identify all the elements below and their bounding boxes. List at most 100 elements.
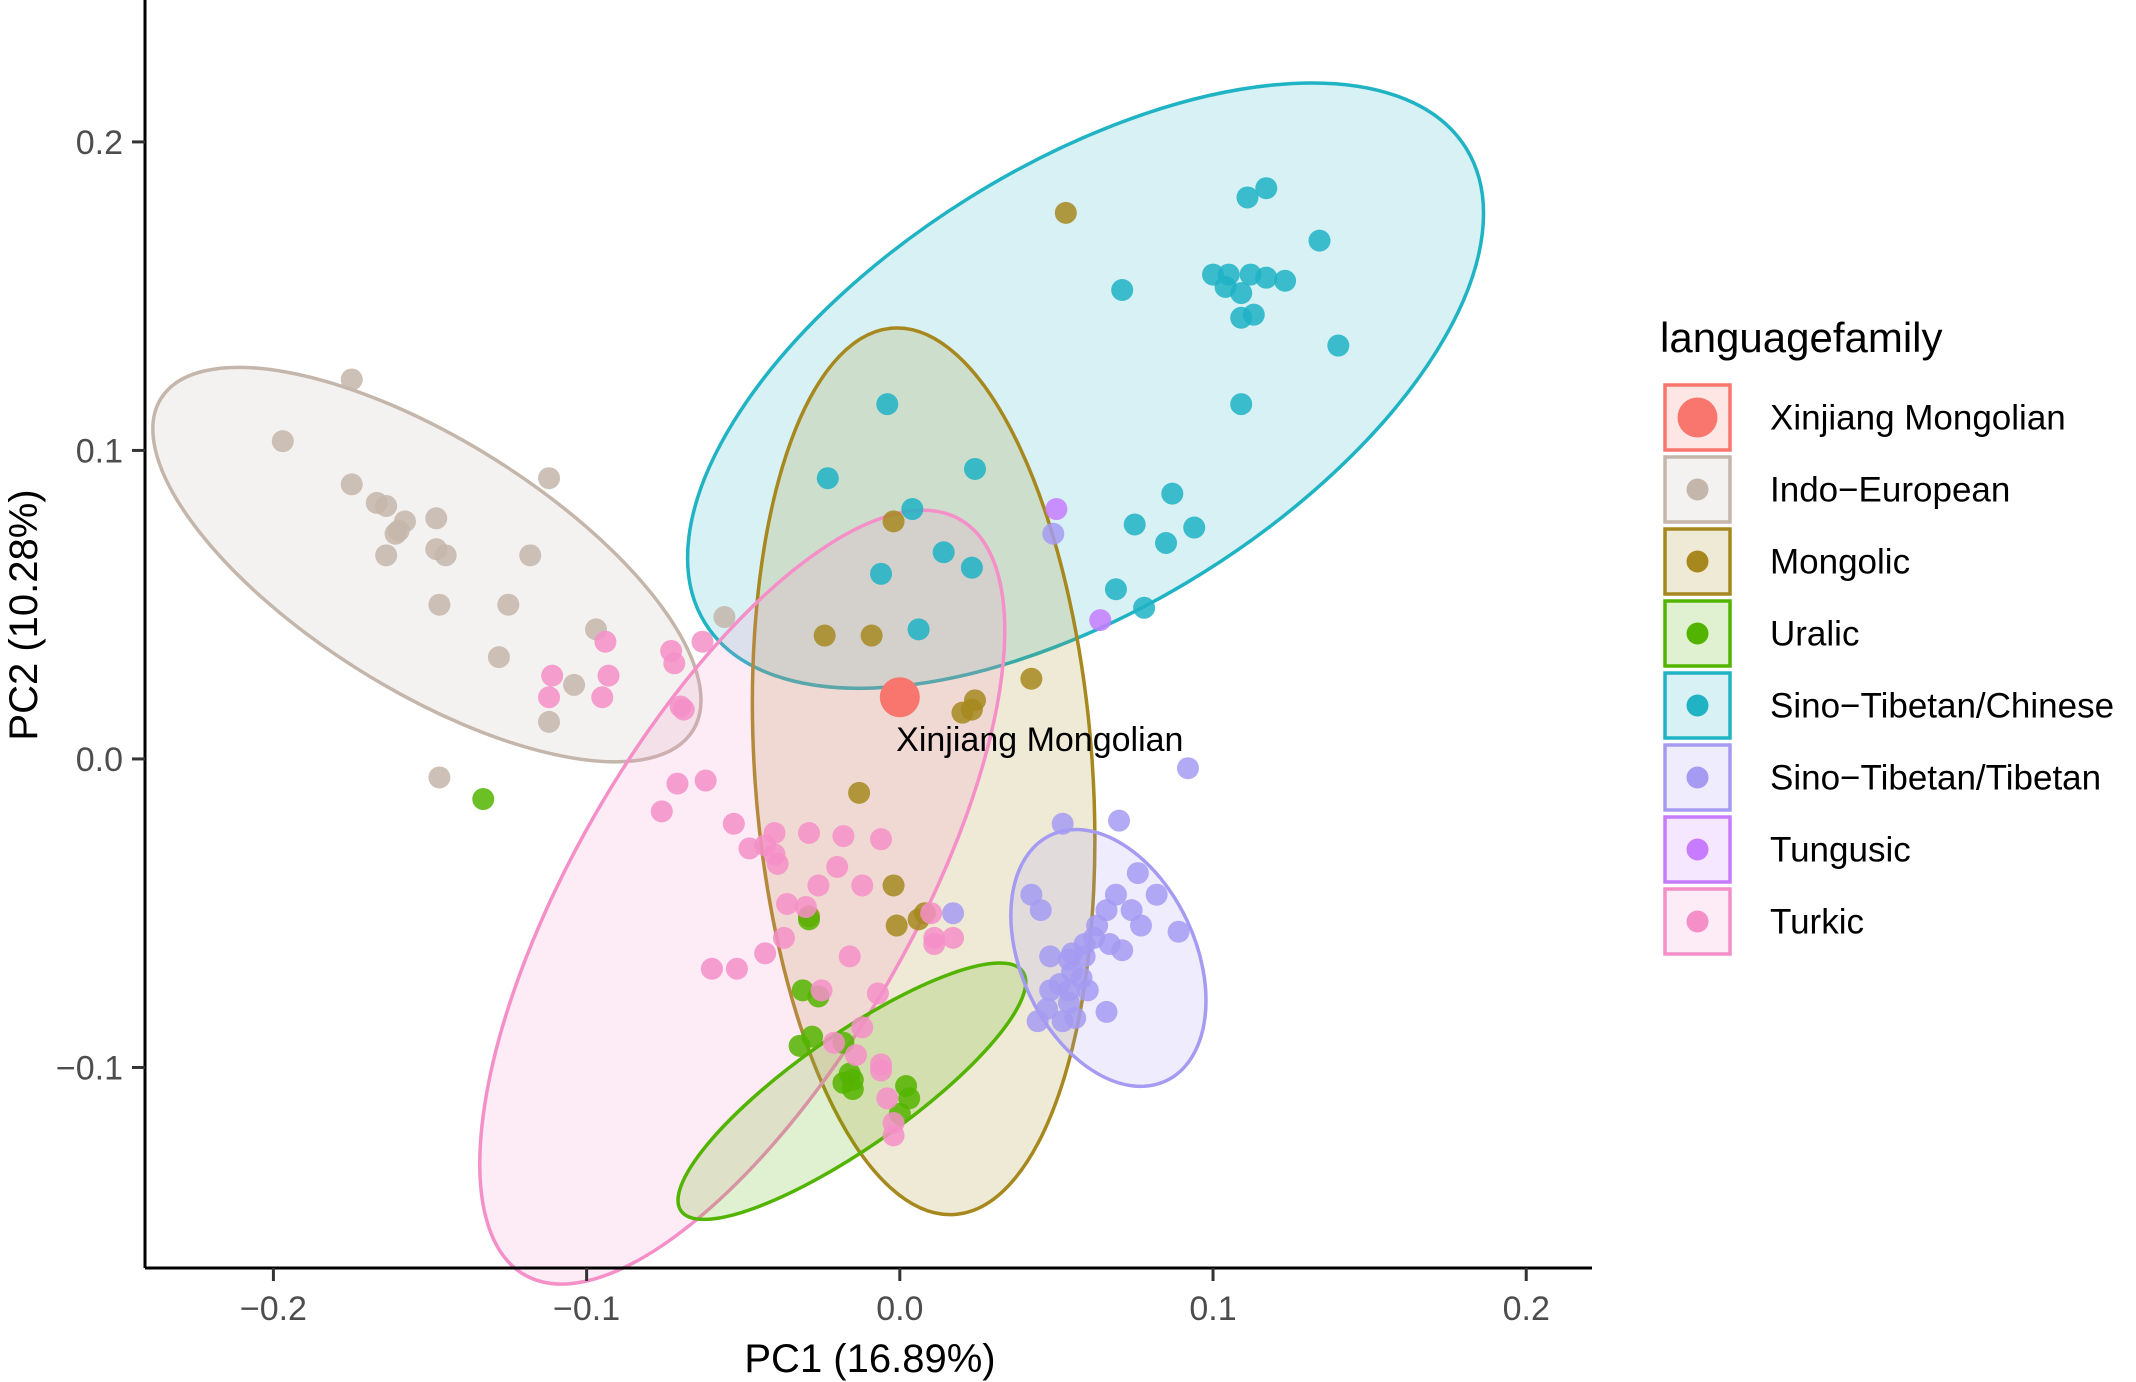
point-uralic	[472, 788, 495, 811]
legend-marker	[1686, 478, 1709, 501]
point-indo-european	[384, 522, 407, 545]
point-sino-tibetan-tibetan	[1176, 757, 1199, 780]
legend-entry-mongolic: Mongolic	[1663, 527, 1910, 596]
point-sino-tibetan-tibetan	[1042, 522, 1065, 545]
point-sino-tibetan-chinese	[870, 562, 893, 585]
point-indo-european	[425, 507, 448, 530]
point-turkic	[541, 664, 564, 687]
legend-entry-xinjiang-mongolian: Xinjiang Mongolian	[1663, 383, 2066, 452]
x-tick-label: 0.1	[1189, 1290, 1236, 1328]
point-sino-tibetan-tibetan	[1026, 1010, 1049, 1033]
point-sino-tibetan-chinese	[1230, 282, 1253, 305]
point-sino-tibetan-chinese	[1308, 229, 1331, 252]
y-tick-label: 0.0	[76, 741, 123, 779]
legend-marker	[1686, 550, 1709, 573]
point-sino-tibetan-tibetan	[1064, 1007, 1087, 1030]
x-tick-label: 0.0	[876, 1290, 923, 1328]
point-indo-european	[538, 467, 561, 490]
legend-marker	[1677, 397, 1718, 438]
legend-label: Uralic	[1770, 615, 1859, 654]
point-sino-tibetan-chinese	[876, 393, 899, 416]
point-mongolic	[1054, 201, 1077, 224]
legend-marker	[1686, 766, 1709, 789]
ellipse-turkic	[478, 508, 1007, 1286]
point-turkic	[591, 686, 614, 709]
x-tick-label: −0.2	[240, 1290, 307, 1328]
point-sino-tibetan-chinese	[932, 541, 955, 564]
legend-entry-sino-tibetan-chinese: Sino−Tibetan/Chinese	[1663, 671, 2114, 740]
point-turkic	[754, 942, 777, 965]
point-indo-european	[497, 593, 520, 616]
point-sino-tibetan-tibetan	[1167, 920, 1190, 943]
point-turkic	[870, 828, 893, 851]
y-axis-title: PC2 (10.28%)	[2, 489, 46, 740]
point-turkic	[763, 843, 786, 866]
point-turkic	[700, 957, 723, 980]
legend-label: Turkic	[1770, 903, 1864, 942]
point-turkic	[920, 902, 943, 925]
point-sino-tibetan-chinese	[1327, 334, 1350, 357]
point-mongolic	[860, 624, 883, 647]
point-turkic	[666, 772, 689, 795]
point-turkic	[870, 1053, 893, 1076]
confidence-ellipses	[151, 81, 1486, 1286]
point-indo-european	[713, 606, 736, 629]
point-indo-european	[434, 544, 457, 567]
legend-entry-sino-tibetan-tibetan: Sino−Tibetan/Tibetan	[1663, 743, 2101, 812]
point-sino-tibetan-chinese	[963, 457, 986, 480]
point-turkic	[663, 652, 686, 675]
point-sino-tibetan-tibetan	[1076, 979, 1099, 1002]
point-uralic	[841, 1068, 864, 1091]
point-turkic	[807, 874, 830, 897]
point-tungusic	[1089, 609, 1112, 632]
legend-title: languagefamily	[1660, 314, 1943, 361]
point-turkic	[882, 1124, 905, 1147]
point-turkic	[797, 821, 820, 844]
xinjiang-mongolian-annotation: Xinjiang Mongolian	[896, 721, 1183, 759]
x-tick-label: −0.1	[553, 1290, 620, 1328]
point-indo-european	[340, 473, 363, 496]
point-turkic	[851, 1016, 874, 1039]
point-sino-tibetan-chinese	[1155, 531, 1178, 554]
point-mongolic	[882, 874, 905, 897]
legend: languagefamily Xinjiang Mongolian Indo−Eu…	[1660, 314, 2114, 956]
point-sino-tibetan-tibetan	[1129, 914, 1152, 937]
y-tick-label: 0.1	[76, 432, 123, 470]
point-xinjiang-mongolian	[879, 677, 920, 718]
point-sino-tibetan-chinese	[1111, 279, 1134, 302]
legend-entry-turkic: Turkic	[1663, 887, 1864, 956]
point-turkic	[594, 630, 617, 653]
point-mongolic	[813, 624, 836, 647]
point-turkic	[725, 957, 748, 980]
x-tick-label: 0.2	[1503, 1290, 1550, 1328]
point-sino-tibetan-chinese	[1274, 269, 1297, 292]
point-sino-tibetan-chinese	[1255, 177, 1278, 200]
point-turkic	[838, 945, 861, 968]
point-sino-tibetan-chinese	[907, 618, 930, 641]
point-turkic	[832, 825, 855, 848]
point-uralic	[801, 1025, 824, 1048]
point-indo-european	[375, 494, 398, 517]
point-indo-european	[428, 593, 451, 616]
legend-label: Tungusic	[1770, 831, 1911, 870]
data-points	[271, 177, 1350, 1147]
point-tungusic	[1045, 498, 1068, 521]
ellipse-sino-tibetan-chinese	[685, 81, 1486, 691]
y-axis-ticks: −0.1 0.0 0.1 0.2	[56, 124, 145, 1087]
point-sino-tibetan-tibetan	[942, 902, 965, 925]
axes: −0.2 −0.1 0.0 0.1 0.2 −0.1 0.0 0.1 0.2 PC1 (16.…	[2, 0, 1592, 1381]
point-indo-european	[271, 430, 294, 453]
point-turkic	[650, 800, 673, 823]
legend-label: Xinjiang Mongolian	[1770, 399, 2066, 438]
point-turkic	[923, 933, 946, 956]
point-indo-european	[519, 544, 542, 567]
point-mongolic	[848, 781, 871, 804]
point-sino-tibetan-chinese	[1161, 482, 1184, 505]
point-indo-european	[563, 673, 586, 696]
ellipse-mongolic	[750, 326, 1097, 1217]
point-turkic	[772, 926, 795, 949]
point-sino-tibetan-chinese	[1133, 596, 1156, 619]
point-sino-tibetan-tibetan	[1039, 979, 1062, 1002]
legend-label: Sino−Tibetan/Chinese	[1770, 687, 2114, 726]
